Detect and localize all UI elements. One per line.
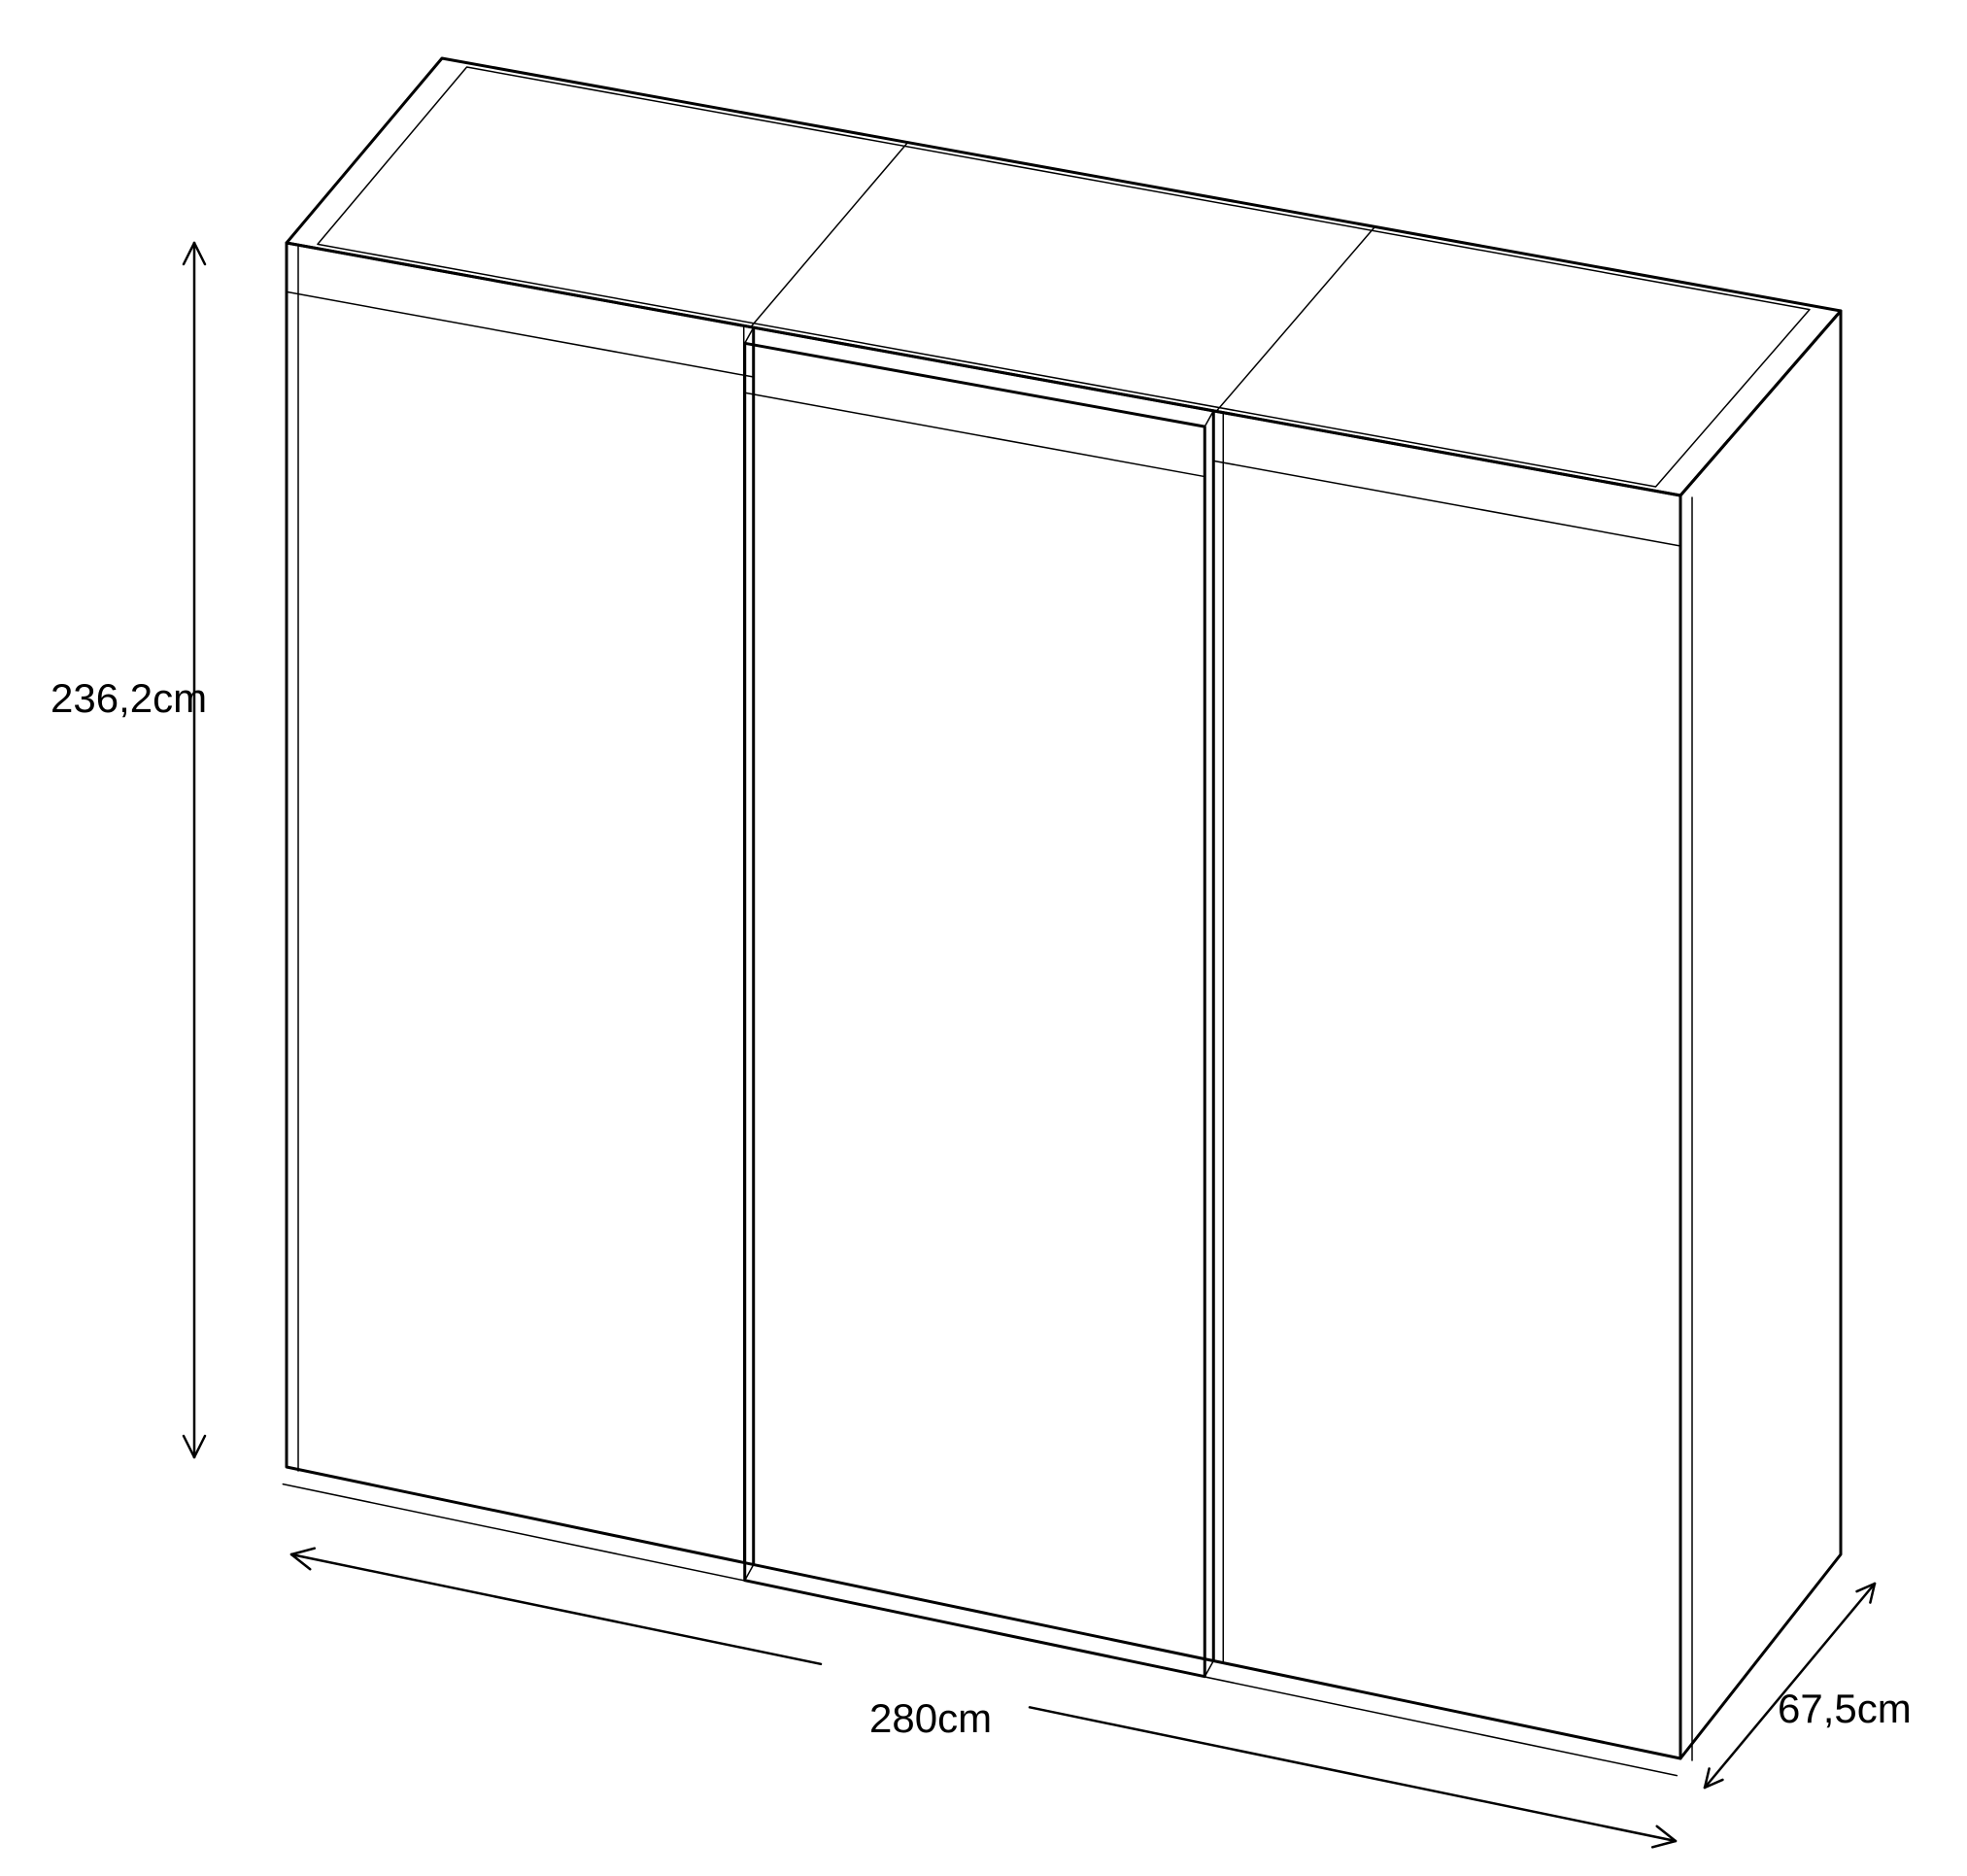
dimension-label-height: 236,2cm [51,675,207,722]
diagram-stage: 236,2cm 280cm 67,5cm [0,0,1967,1876]
cabinet-lines [283,58,1841,1776]
dimension-label-width: 280cm [869,1695,992,1742]
dimension-label-depth: 67,5cm [1778,1686,1912,1732]
wardrobe-drawing [0,0,1967,1876]
